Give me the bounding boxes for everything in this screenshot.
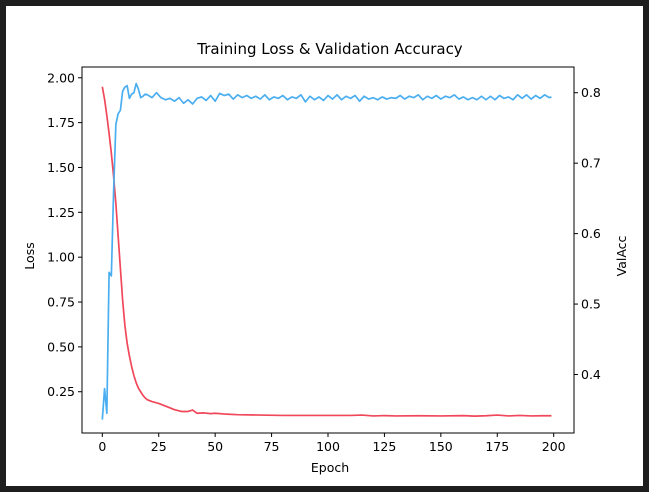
y-axis-right-title: ValAcc [614, 235, 629, 276]
series-line-loss [101, 86, 552, 417]
y-left-tick-label: 1.00 [47, 250, 75, 265]
y-right-tick-label: 0.4 [581, 367, 601, 382]
plot-frame [81, 66, 575, 434]
x-tick-label: 50 [207, 439, 223, 454]
chart-canvas: Training Loss & Validation Accuracy Epoc… [6, 6, 643, 486]
y-right-tick-label: 0.6 [581, 226, 601, 241]
x-tick-label: 100 [316, 439, 340, 454]
y-right-tick-label: 0.8 [581, 85, 601, 100]
y-left-tick-label: 1.25 [47, 205, 75, 220]
x-tick-label: 125 [372, 439, 396, 454]
x-tick-label: 0 [98, 439, 106, 454]
y-right-tick-label: 0.7 [581, 156, 601, 171]
x-tick-label: 200 [542, 439, 566, 454]
y-left-tick-label: 0.50 [47, 339, 75, 354]
x-tick-label: 75 [264, 439, 280, 454]
y-left-tick-label: 1.75 [47, 115, 75, 130]
chart-svg: Training Loss & Validation Accuracy Epoc… [22, 40, 629, 475]
x-tick-label: 25 [151, 439, 167, 454]
plot-area: 0 25 50 75 100 125 150 175 200 0.25 0.50 0.75 1.00 1.… [47, 66, 601, 454]
x-axis-title: Epoch [311, 460, 349, 475]
y-left-tick-label: 0.25 [47, 384, 75, 399]
y-axis-left-title: Loss [22, 242, 37, 269]
chart-title: Training Loss & Validation Accuracy [196, 40, 463, 58]
y-left-tick-label: 1.50 [47, 160, 75, 175]
x-tick-label: 175 [485, 439, 509, 454]
y-right-tick-label: 0.5 [581, 297, 601, 312]
series-line-valacc [101, 82, 552, 420]
y-left-tick-label: 0.75 [47, 295, 75, 310]
x-tick-label: 150 [429, 439, 453, 454]
y-left-tick-label: 2.00 [47, 70, 75, 85]
